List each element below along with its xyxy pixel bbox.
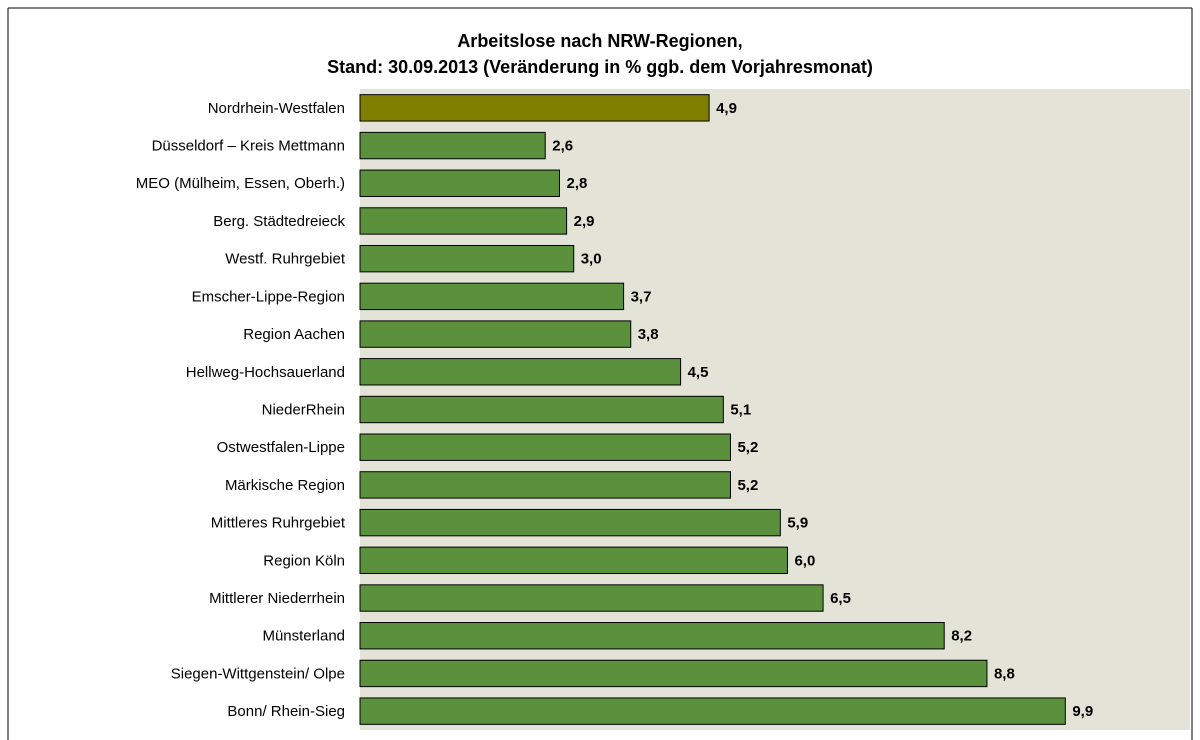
bar bbox=[359, 395, 724, 424]
bar bbox=[359, 697, 1066, 725]
y-tick-label: Düsseldorf – Kreis Mettmann bbox=[152, 138, 345, 155]
y-tick-label: Ostwestfalen-Lippe bbox=[217, 439, 345, 456]
y-tick-label: Bonn/ Rhein-Sieg bbox=[227, 703, 345, 720]
value-label: 9,9 bbox=[1072, 703, 1093, 720]
bar bbox=[359, 282, 625, 311]
value-label: 2,9 bbox=[574, 213, 595, 230]
value-label: 5,1 bbox=[730, 401, 751, 418]
bar bbox=[359, 207, 568, 235]
value-label: 5,9 bbox=[787, 515, 808, 532]
y-tick-label: Emscher-Lippe-Region bbox=[192, 288, 345, 305]
y-tick-label: NiederRhein bbox=[262, 401, 345, 418]
bar bbox=[359, 622, 945, 650]
value-label: 3,8 bbox=[638, 326, 659, 343]
value-label: 6,0 bbox=[794, 552, 815, 569]
value-label: 2,8 bbox=[566, 175, 587, 192]
y-tick-label: Berg. Städtedreieck bbox=[213, 213, 345, 230]
bar bbox=[359, 471, 731, 499]
bar bbox=[359, 433, 731, 461]
y-tick-label: Hellweg-Hochsauerland bbox=[186, 364, 345, 381]
y-tick-label: Münsterland bbox=[262, 628, 345, 645]
y-tick-label: Siegen-Wittgenstein/ Olpe bbox=[171, 665, 345, 682]
value-label: 8,8 bbox=[994, 665, 1015, 682]
y-tick-label: Region Aachen bbox=[243, 326, 345, 343]
y-tick-label: MEO (Mülheim, Essen, Oberh.) bbox=[136, 175, 345, 192]
value-label: 6,5 bbox=[830, 590, 851, 607]
value-label: 5,2 bbox=[737, 439, 758, 456]
chart-title: Arbeitslose nach NRW-Regionen, bbox=[457, 31, 742, 51]
bar bbox=[359, 94, 710, 122]
value-label: 2,6 bbox=[552, 138, 573, 155]
bar bbox=[359, 358, 682, 386]
y-tick-label: Westf. Ruhrgebiet bbox=[225, 251, 346, 268]
y-tick-label: Nordrhein-Westfalen bbox=[208, 100, 345, 117]
y-tick-label: Mittleres Ruhrgebiet bbox=[211, 515, 346, 532]
bar bbox=[359, 131, 546, 160]
bar bbox=[359, 546, 788, 575]
value-label: 3,0 bbox=[581, 251, 602, 268]
bar bbox=[359, 320, 632, 348]
value-label: 4,5 bbox=[688, 364, 709, 381]
bar bbox=[359, 659, 988, 688]
value-label: 4,9 bbox=[716, 100, 737, 117]
bar bbox=[359, 169, 560, 197]
value-label: 5,2 bbox=[737, 477, 758, 494]
value-label: 3,7 bbox=[631, 288, 652, 305]
y-tick-label: Märkische Region bbox=[225, 477, 345, 494]
bar bbox=[359, 244, 575, 273]
bar bbox=[359, 584, 824, 612]
y-tick-label: Region Köln bbox=[263, 552, 345, 569]
bar bbox=[359, 508, 781, 537]
y-tick-label: Mittlerer Niederrhein bbox=[209, 590, 345, 607]
chart-title: Stand: 30.09.2013 (Veränderung in % ggb.… bbox=[327, 57, 873, 77]
value-label: 8,2 bbox=[951, 628, 972, 645]
